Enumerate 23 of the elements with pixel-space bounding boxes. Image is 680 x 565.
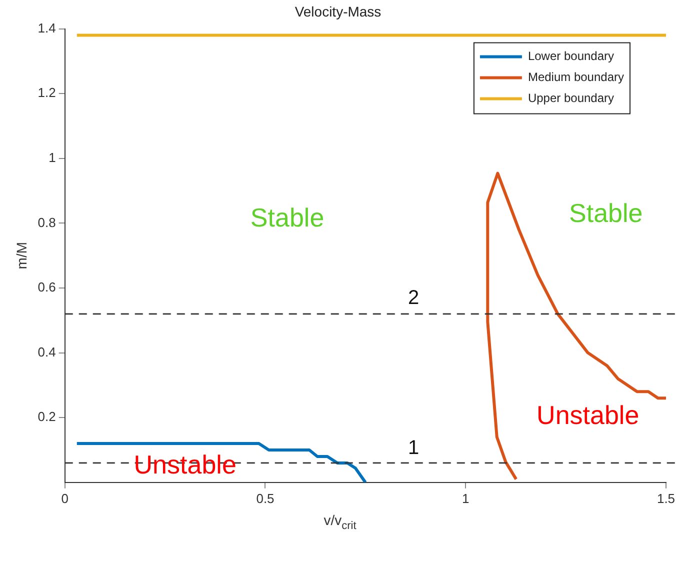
annotation: Stable (250, 202, 324, 232)
y-tick-label: 0.2 (38, 409, 56, 424)
legend-label: Medium boundary (528, 70, 624, 84)
annotation: 2 (408, 287, 420, 310)
y-tick-label: 0.6 (38, 280, 56, 295)
y-tick-label: 1.4 (38, 20, 56, 36)
x-tick-label: 0 (61, 490, 68, 506)
x-tick-label: 0.5 (256, 490, 274, 506)
x-axis-title: v/v$_{crit}$ (322, 512, 358, 532)
annotation: 1 (408, 436, 420, 459)
y-tick-label: 1.2 (38, 85, 56, 100)
annotation: Stable (569, 198, 643, 228)
legend-label: Lower boundary (528, 49, 614, 64)
annotation: Unstable (134, 450, 236, 480)
x-tick-label: 1.5 (656, 490, 676, 506)
y-tick-label: 1 (48, 150, 56, 165)
y-tick-label: 0.4 (38, 344, 56, 360)
x-tick-label: 1 (462, 490, 470, 506)
annotation: Unstable (536, 400, 640, 430)
chart-title: Velocity-Mass (294, 3, 382, 20)
legend-label: Upper boundary (528, 91, 614, 106)
y-axis-title: m/M (13, 242, 30, 270)
y-tick-label: 0.8 (38, 214, 56, 230)
